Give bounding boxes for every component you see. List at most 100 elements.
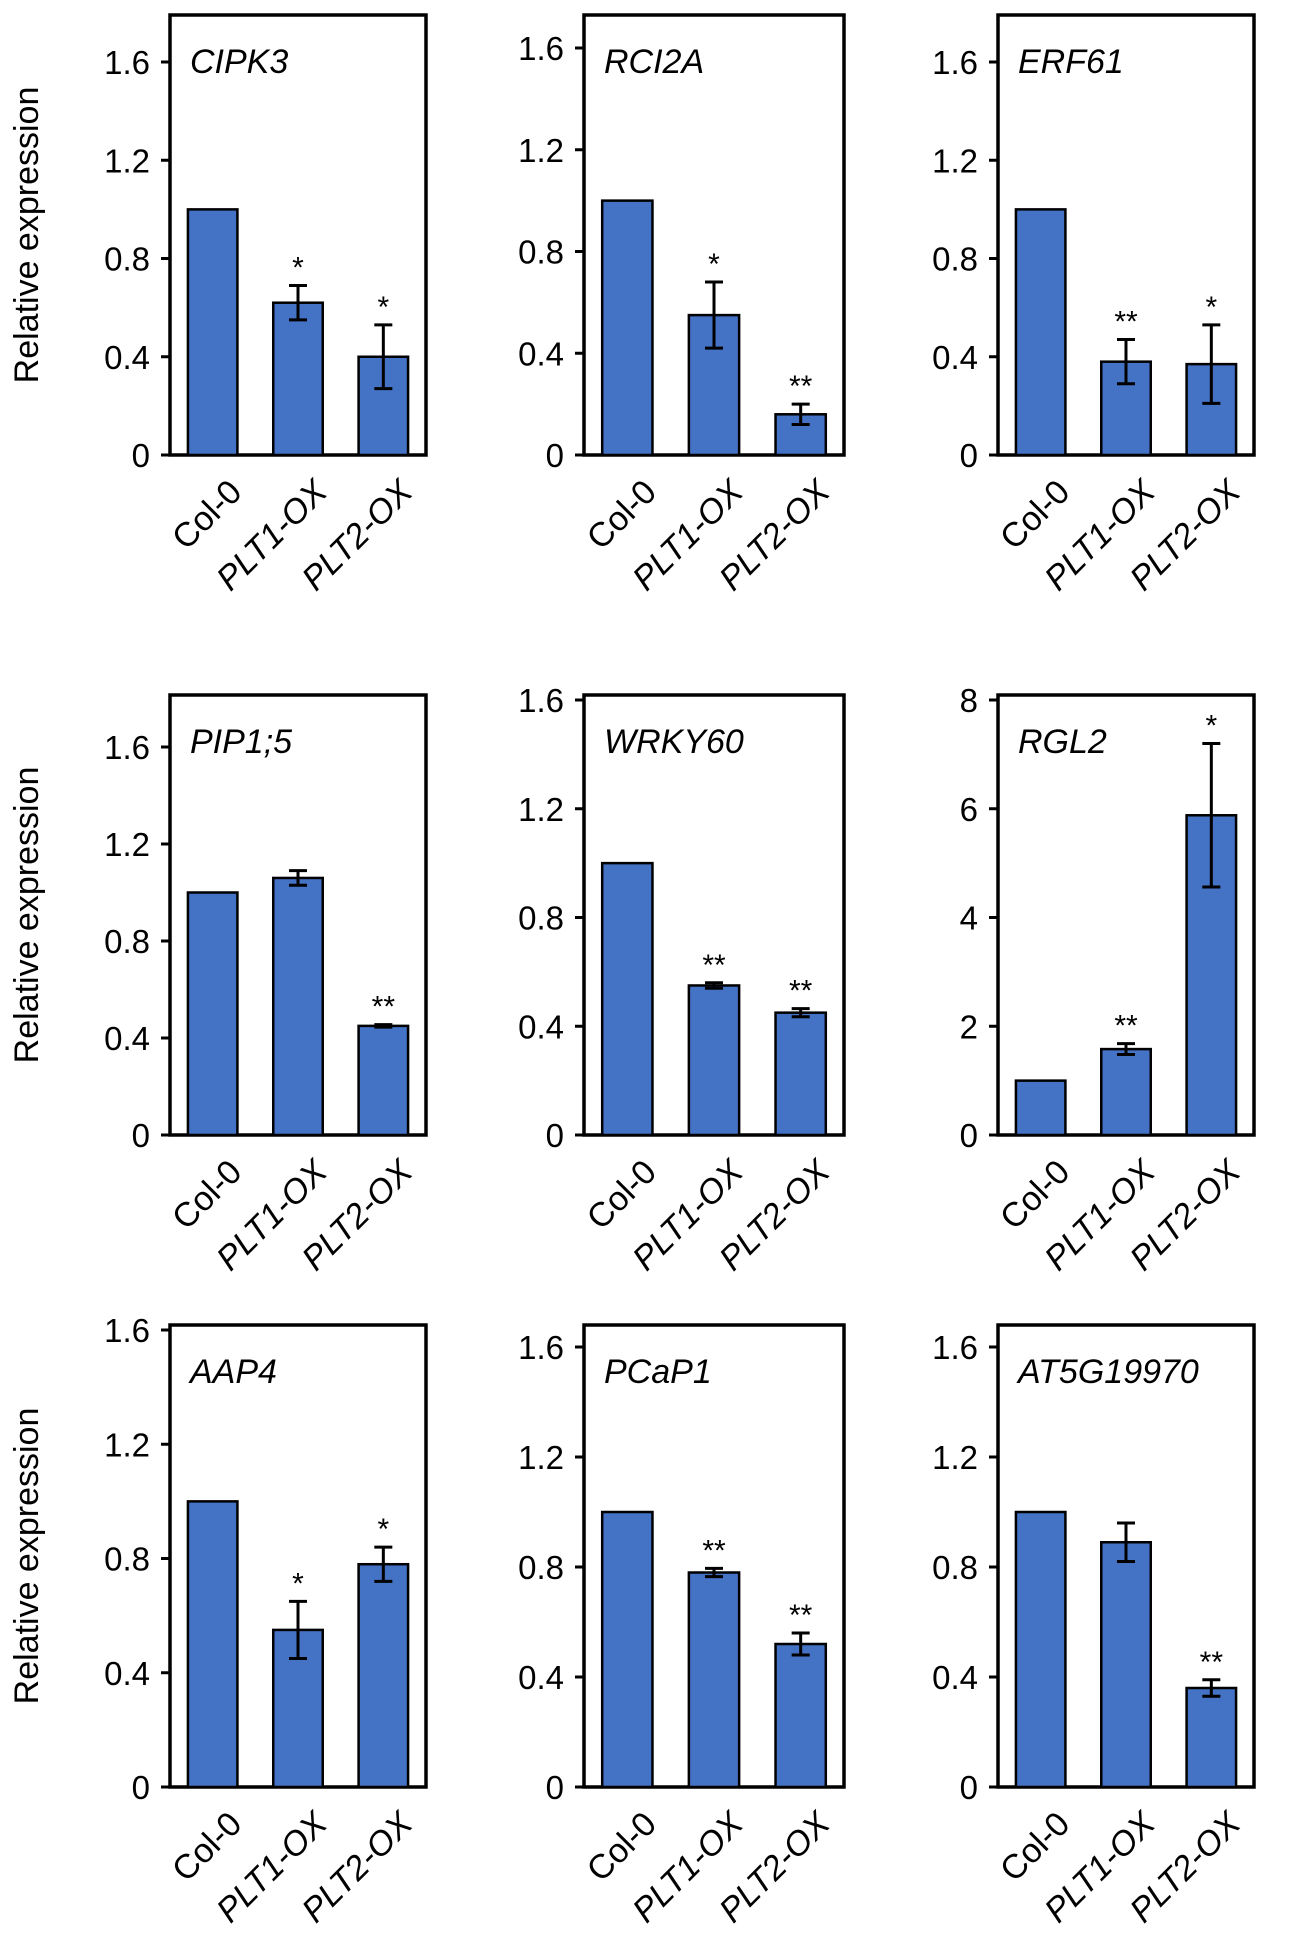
bar-plt1-ox <box>687 1571 741 1789</box>
bar-col-0 <box>186 1500 239 1789</box>
y-tick-label: 0 <box>132 1117 150 1154</box>
chart-panel-pcap1: 00.40.81.21.6PCaP1Col-0**PLT1-OX**PLT2-O… <box>518 1323 846 1930</box>
y-tick-label: 0.8 <box>518 900 564 937</box>
y-tick-label: 1.2 <box>104 142 150 179</box>
bar-plt1-ox <box>272 301 324 457</box>
significance-marker: * <box>292 1567 304 1600</box>
y-tick-label: 1.2 <box>518 1439 564 1476</box>
y-tick-label: 0.4 <box>104 1020 150 1057</box>
y-tick-label: 1.2 <box>518 791 564 828</box>
y-tick-label: 1.6 <box>518 682 564 719</box>
y-tick-label: 1.6 <box>932 1329 978 1366</box>
bar-col-0 <box>600 1510 654 1789</box>
bar-plt1-ox <box>1100 1541 1152 1789</box>
significance-marker: * <box>292 252 304 285</box>
y-tick-label: 0.8 <box>104 1541 150 1578</box>
y-tick-label: 0.4 <box>932 1659 978 1696</box>
y-tick-label: 0.4 <box>518 335 564 372</box>
y-tick-label: 1.6 <box>104 1312 150 1349</box>
y-tick-label: 0 <box>546 437 564 474</box>
bar-plt2-ox <box>357 1562 410 1789</box>
significance-marker: ** <box>1200 1646 1224 1679</box>
bar-plt1-ox <box>1100 1047 1152 1137</box>
y-tick-label: 1.2 <box>518 132 564 169</box>
y-axis-label: Relative expression <box>8 767 46 1064</box>
y-tick-label: 8 <box>960 682 978 719</box>
y-tick-label: 0 <box>960 1117 978 1154</box>
bar-plt1-ox <box>272 876 324 1137</box>
gene-title: ERF61 <box>1018 43 1124 81</box>
bar-plt2-ox <box>1185 1686 1238 1789</box>
y-tick-label: 0 <box>546 1769 564 1806</box>
y-tick-label: 1.6 <box>104 44 150 81</box>
y-tick-label: 0 <box>546 1117 564 1154</box>
y-tick-label: 0 <box>960 1769 978 1806</box>
y-tick-label: 0.4 <box>104 339 150 376</box>
gene-title: AAP4 <box>188 1353 277 1391</box>
bar-col-0 <box>186 208 239 457</box>
gene-title: RCI2A <box>604 43 704 81</box>
chart-panel-wrky60: 00.40.81.21.6WRKY60Col-0**PLT1-OX**PLT2-… <box>518 682 846 1278</box>
significance-marker: ** <box>1114 1010 1138 1043</box>
significance-marker: * <box>1205 291 1217 324</box>
y-tick-label: 0.8 <box>518 234 564 271</box>
gene-title: AT5G19970 <box>1016 1353 1199 1391</box>
significance-marker: ** <box>1114 306 1138 339</box>
gene-title: WRKY60 <box>604 723 744 761</box>
y-tick-label: 0.4 <box>932 339 978 376</box>
bar-col-0 <box>600 199 654 457</box>
y-tick-label: 0.8 <box>932 241 978 278</box>
significance-marker: ** <box>372 991 396 1024</box>
y-axis-label: Relative expression <box>8 1408 46 1705</box>
y-tick-label: 4 <box>960 900 978 937</box>
y-tick-label: 0.8 <box>104 241 150 278</box>
bar-plt1-ox <box>687 984 741 1137</box>
significance-marker: ** <box>789 370 813 403</box>
y-tick-label: 1.2 <box>932 1439 978 1476</box>
significance-marker: ** <box>789 975 813 1008</box>
y-tick-label: 1.6 <box>932 44 978 81</box>
y-tick-label: 1.2 <box>104 826 150 863</box>
significance-marker: ** <box>702 1534 726 1567</box>
gene-title: PIP1;5 <box>190 723 292 761</box>
y-tick-label: 6 <box>960 791 978 828</box>
significance-marker: ** <box>789 1599 813 1632</box>
bar-col-0 <box>1014 1079 1067 1137</box>
gene-title: CIPK3 <box>190 43 288 81</box>
bar-col-0 <box>600 861 654 1137</box>
bar-col-0 <box>1014 1510 1067 1789</box>
significance-marker: * <box>377 1513 389 1546</box>
gene-title: PCaP1 <box>604 1353 712 1391</box>
y-tick-label: 0 <box>132 437 150 474</box>
y-tick-label: 1.2 <box>104 1426 150 1463</box>
y-tick-label: 1.6 <box>518 1329 564 1366</box>
y-tick-label: 0 <box>132 1769 150 1806</box>
y-tick-label: 0.8 <box>104 923 150 960</box>
y-tick-label: 0 <box>960 437 978 474</box>
significance-marker: * <box>708 248 720 281</box>
bar-plt2-ox <box>357 1024 410 1137</box>
bar-plt2-ox <box>774 1642 828 1789</box>
significance-marker: * <box>1205 710 1217 743</box>
significance-marker: ** <box>702 949 726 982</box>
chart-panel-at5g19970: 00.40.81.21.6AT5G19970Col-0PLT1-OX**PLT2… <box>932 1323 1256 1930</box>
y-tick-label: 1.2 <box>932 142 978 179</box>
y-tick-label: 0.8 <box>518 1549 564 1586</box>
y-tick-label: 0.4 <box>104 1655 150 1692</box>
bar-plt2-ox <box>774 1011 828 1137</box>
y-tick-label: 1.6 <box>104 729 150 766</box>
bar-col-0 <box>1014 208 1067 457</box>
bar-col-0 <box>186 891 239 1137</box>
y-tick-label: 0.4 <box>518 1659 564 1696</box>
y-axis-label: Relative expression <box>8 87 46 384</box>
y-tick-label: 0.4 <box>518 1008 564 1045</box>
gene-title: RGL2 <box>1018 723 1107 761</box>
y-tick-label: 1.6 <box>518 30 564 67</box>
